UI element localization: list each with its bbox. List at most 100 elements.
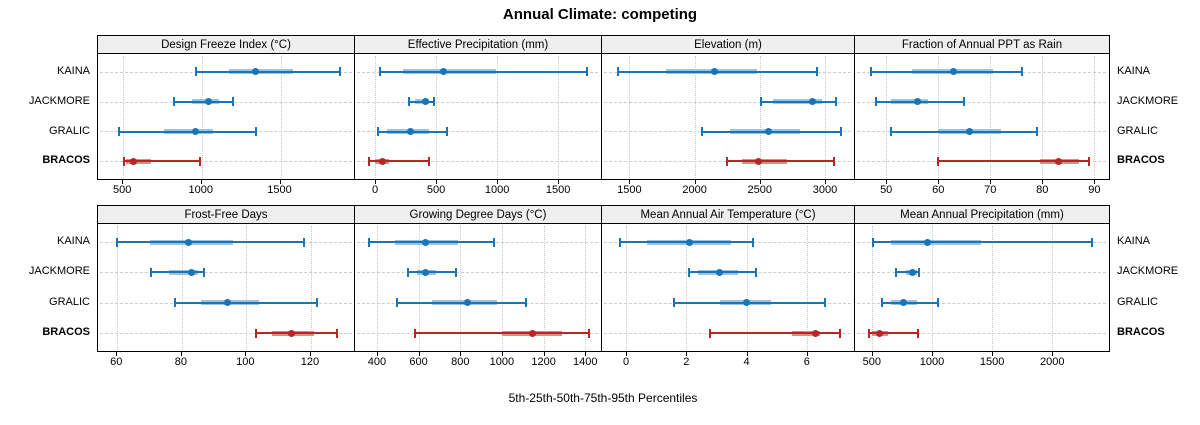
gridline-vertical xyxy=(938,56,940,178)
gridline-vertical xyxy=(117,226,119,350)
axis-tick-label: 50 xyxy=(880,184,893,196)
panel-strip-title: Mean Annual Precipitation (mm) xyxy=(855,205,1110,223)
axis-tick xyxy=(746,352,748,356)
whisker-line xyxy=(380,70,588,73)
whisker-cap xyxy=(117,127,120,136)
axis-tick xyxy=(245,352,247,356)
gridline-horizontal xyxy=(857,272,1106,273)
whisker-cap xyxy=(587,328,590,338)
whisker-cap xyxy=(823,298,826,308)
whisker-cap xyxy=(232,97,235,107)
median-dot xyxy=(184,238,192,246)
whisker-cap xyxy=(754,267,757,277)
whisker-cap xyxy=(446,127,449,136)
axis-tick-label: 1500 xyxy=(979,356,1005,368)
axis-tick xyxy=(938,180,940,184)
whisker-cap xyxy=(881,298,884,308)
gridline-vertical xyxy=(501,226,503,350)
axis-tick xyxy=(932,352,933,356)
gridline-horizontal xyxy=(857,333,1106,334)
axis-tick-label: 80 xyxy=(174,356,188,368)
whisker-line xyxy=(118,130,257,133)
whisker-line xyxy=(415,332,589,334)
gridline-vertical xyxy=(181,226,183,350)
whisker-cap xyxy=(726,156,729,166)
median-dot xyxy=(288,329,295,337)
median-dot xyxy=(950,68,958,76)
panel-strip-title: Growing Degree Days (°C) xyxy=(355,205,602,223)
median-dot xyxy=(223,299,231,307)
site-label-right: KAINA xyxy=(1117,64,1151,77)
gridline-vertical xyxy=(543,226,545,350)
gridline-vertical xyxy=(460,226,462,350)
axis-tick-label: 1200 xyxy=(531,356,556,368)
whisker-line xyxy=(761,100,837,103)
median-dot xyxy=(765,128,773,135)
panel-strip-title: Elevation (m) xyxy=(602,35,855,53)
gridline-horizontal xyxy=(100,333,352,334)
whisker-cap xyxy=(937,156,940,166)
gridline-vertical xyxy=(123,56,125,178)
whisker-cap xyxy=(455,267,458,277)
gridline-vertical xyxy=(375,56,377,178)
gridline-vertical xyxy=(759,56,761,178)
site-label-left: JACKMORE xyxy=(28,94,90,107)
axis-tick-label: 400 xyxy=(367,356,387,368)
gridline-vertical xyxy=(418,226,420,350)
axis-tick-label: 0 xyxy=(623,356,630,368)
whisker-cap xyxy=(872,237,874,247)
axis-tick xyxy=(686,352,688,356)
site-label-right: JACKMORE xyxy=(1117,94,1179,107)
site-label-left: BRACOS xyxy=(42,154,90,167)
axis-tick xyxy=(376,352,378,356)
whisker-cap xyxy=(338,67,341,77)
whisker-line xyxy=(870,70,1022,73)
whisker-line xyxy=(175,301,318,304)
axis-tick xyxy=(990,180,992,184)
whisker-cap xyxy=(335,328,338,338)
chart-title: Annual Climate: competing xyxy=(502,6,698,23)
gridline-vertical xyxy=(558,56,560,178)
gridline-horizontal xyxy=(857,303,1106,304)
gridline-vertical xyxy=(585,226,587,350)
median-dot xyxy=(913,98,921,106)
median-dot xyxy=(899,299,907,307)
gridline-vertical xyxy=(201,56,203,178)
whisker-line xyxy=(891,130,1038,133)
whisker-line xyxy=(938,160,1090,163)
whisker-line xyxy=(396,301,526,304)
axis-tick-label: 1500 xyxy=(267,184,292,196)
median-dot xyxy=(876,329,884,337)
site-label-right: BRACOS xyxy=(1117,154,1165,167)
whisker-cap xyxy=(379,67,381,77)
whisker-cap xyxy=(1036,127,1039,136)
median-dot xyxy=(966,128,973,135)
axis-tick-label: 100 xyxy=(236,356,255,368)
axis-tick xyxy=(886,180,888,184)
whisker-line xyxy=(369,160,429,163)
site-label-left: GRALIC xyxy=(49,295,90,308)
axis-tick-label: 1000 xyxy=(919,356,945,368)
whisker-cap xyxy=(839,127,842,136)
gridline-horizontal xyxy=(357,131,598,132)
whisker-cap xyxy=(395,298,398,308)
median-dot xyxy=(129,157,137,165)
whisker-cap xyxy=(835,97,838,107)
axis-tick xyxy=(585,352,587,356)
axis-tick-label: 2000 xyxy=(682,184,707,196)
axis-tick xyxy=(122,180,124,184)
axis-tick xyxy=(759,180,761,184)
whisker-line xyxy=(173,100,234,103)
gridline-vertical xyxy=(886,56,888,178)
panel xyxy=(855,223,1110,352)
axis-tick-label: 2 xyxy=(683,356,690,368)
whisker-cap xyxy=(874,97,877,107)
panel xyxy=(602,223,855,352)
whisker-cap xyxy=(869,67,872,77)
panel xyxy=(97,53,355,180)
whisker-cap xyxy=(833,156,836,166)
whisker-cap xyxy=(751,237,754,247)
median-dot xyxy=(378,157,386,165)
whisker-line xyxy=(408,271,457,274)
